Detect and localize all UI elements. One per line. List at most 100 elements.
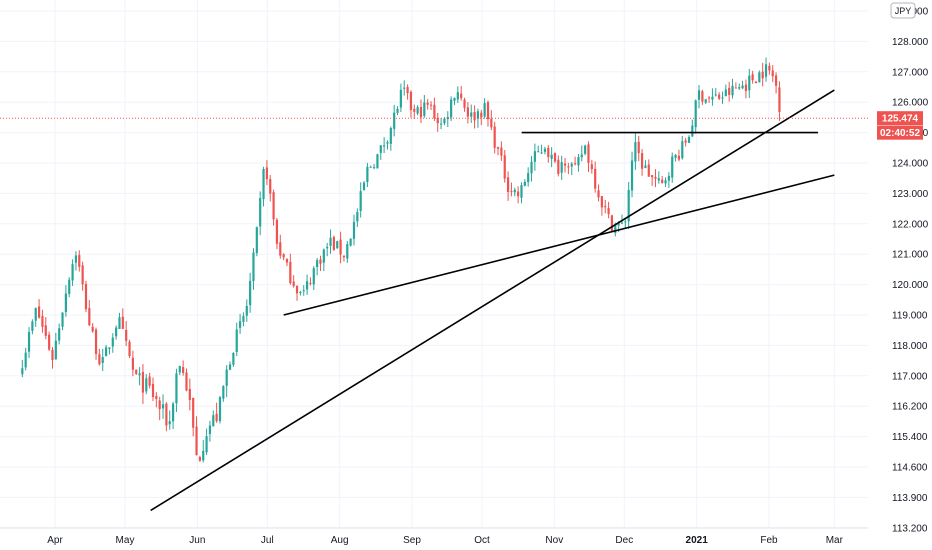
support-line-upper[interactable] [283, 174, 835, 316]
candle [151, 377, 155, 402]
price-tick-label: 117.000 [892, 371, 928, 382]
candle [346, 241, 349, 263]
candle [71, 259, 74, 286]
candle [372, 163, 376, 170]
candle [597, 184, 600, 202]
candle [671, 152, 674, 183]
candle [202, 440, 205, 463]
candle [456, 86, 459, 104]
candle [547, 145, 550, 163]
candle [121, 308, 124, 330]
candle [389, 126, 392, 151]
candle [429, 101, 433, 111]
candle [175, 368, 178, 413]
candle [630, 151, 634, 198]
candle [634, 133, 637, 170]
candle [741, 80, 744, 90]
candle [339, 231, 342, 264]
candle [366, 162, 369, 188]
candle [413, 104, 416, 120]
candle [94, 327, 98, 360]
candle [520, 182, 523, 204]
candle [141, 364, 145, 404]
current-price-badge: 125.474 [877, 111, 923, 126]
candle [570, 162, 573, 176]
candle [436, 112, 439, 132]
candle [503, 150, 506, 183]
candle [684, 137, 687, 147]
candle [453, 97, 456, 106]
candle [540, 144, 543, 155]
current-price-label: 125.474 [882, 114, 919, 125]
candle [513, 187, 516, 197]
candle [312, 266, 315, 291]
time-tick-label: Jul [261, 535, 274, 546]
price-tick-label: 121.000 [892, 250, 929, 261]
candle [37, 299, 41, 319]
candle [510, 182, 513, 197]
candle [584, 144, 587, 156]
candle [332, 235, 335, 251]
candle [319, 255, 322, 272]
candle [664, 177, 667, 187]
candle [349, 238, 352, 247]
candle [620, 214, 624, 225]
candle [232, 352, 235, 367]
candle [238, 313, 242, 334]
price-tick-label: 126.000 [892, 98, 929, 109]
candle [694, 99, 697, 134]
candle [406, 84, 409, 100]
candle [322, 248, 325, 272]
candle [550, 147, 553, 168]
candle [222, 385, 225, 402]
countdown-badge: 02:40:52 [877, 125, 923, 140]
candle [131, 350, 134, 377]
time-tick-label: Apr [47, 535, 63, 546]
candle [282, 253, 285, 261]
candle [674, 153, 677, 162]
candle [265, 160, 268, 186]
candle [165, 402, 168, 432]
candle [228, 361, 232, 370]
candle [182, 360, 185, 376]
candle [758, 70, 761, 83]
candle [128, 339, 131, 359]
candle [212, 410, 215, 427]
candle [88, 300, 91, 327]
candle [594, 161, 597, 193]
candle [148, 372, 151, 389]
price-tick-label: 114.600 [892, 463, 928, 474]
candle [399, 83, 402, 113]
candle [352, 214, 356, 246]
candle [208, 420, 212, 442]
candle [289, 253, 292, 285]
candle [657, 171, 660, 184]
candle [101, 348, 104, 372]
candle [115, 325, 118, 340]
candle [691, 119, 694, 137]
candle [466, 102, 469, 124]
candle [275, 218, 279, 250]
candle [118, 312, 121, 329]
time-tick-label: Aug [331, 535, 349, 546]
candle [21, 359, 24, 378]
candle [369, 165, 372, 168]
candle [41, 309, 44, 333]
candle [523, 179, 526, 187]
candle [426, 99, 429, 110]
price-tick-label: 116.200 [892, 402, 928, 413]
candle [483, 98, 486, 119]
candle [644, 159, 647, 169]
currency-badge[interactable]: JPY [890, 2, 916, 19]
candle [553, 152, 557, 164]
candle [580, 145, 583, 162]
candle [517, 186, 520, 204]
candle [249, 272, 252, 313]
time-tick-label: Sep [403, 535, 421, 546]
candle [326, 242, 329, 257]
support-line-lower[interactable] [150, 89, 835, 512]
candle [714, 88, 717, 97]
candle [178, 365, 181, 376]
candle [764, 57, 768, 82]
candle [744, 79, 748, 99]
